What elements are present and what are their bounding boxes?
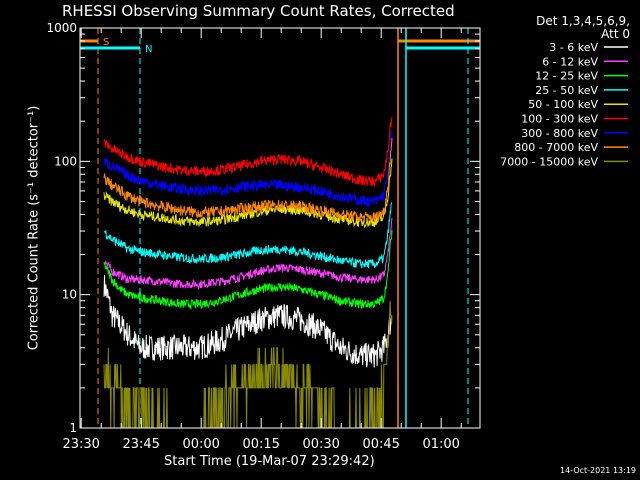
ticks-layer: 1 10 100 1000 23:30 23:45 00:00 00:15 00:30 00:45… bbox=[46, 21, 480, 452]
x-tick-label: 23:30 bbox=[62, 437, 99, 452]
series-line-25-50-kev bbox=[103, 202, 393, 269]
x-axis-label: Start Time (19-Mar-07 23:29:42) bbox=[164, 454, 375, 469]
y-tick-label: 10 bbox=[62, 288, 77, 302]
series-line-50-100-kev bbox=[103, 158, 393, 229]
legend-header-line2: Att 0 bbox=[601, 27, 630, 41]
y-tick-label: 1 bbox=[69, 421, 77, 435]
flag-label-n: N bbox=[145, 44, 152, 55]
y-axis-label: Corrected Count Rate (s⁻¹ detector⁻¹) bbox=[26, 105, 42, 351]
y-tick-label: 100 bbox=[54, 154, 77, 168]
x-tick-label: 00:15 bbox=[242, 437, 279, 452]
legend-label: 3 - 6 keV bbox=[549, 41, 598, 54]
x-tick-label: 00:00 bbox=[182, 437, 219, 452]
legend-header-line1: Det 1,3,4,5,6,9, bbox=[536, 14, 630, 28]
x-tick-label: 01:00 bbox=[422, 437, 459, 452]
plot-frame bbox=[79, 27, 481, 429]
flags-layer: SN bbox=[80, 28, 480, 428]
timestamp-footer: 14-Oct-2021 13:19 bbox=[560, 466, 636, 475]
legend-label: 7000 - 15000 keV bbox=[500, 155, 598, 168]
x-tick-label: 23:45 bbox=[122, 437, 159, 452]
series-line-12-25-kev bbox=[103, 230, 393, 310]
series-line-100-300-kev bbox=[103, 116, 393, 187]
series-layer bbox=[103, 116, 393, 429]
flag-label-s: S bbox=[103, 37, 109, 48]
legend-label: 6 - 12 keV bbox=[542, 55, 598, 68]
y-tick-label: 1000 bbox=[46, 21, 77, 35]
legend-label: 12 - 25 keV bbox=[535, 70, 598, 83]
series-line-800-7000-kev bbox=[103, 137, 393, 223]
x-tick-label: 00:45 bbox=[362, 437, 399, 452]
legend-label: 100 - 300 keV bbox=[521, 113, 598, 126]
x-tick-label: 00:30 bbox=[302, 437, 339, 452]
series-line-3-6-kev bbox=[103, 274, 393, 368]
legend-label: 300 - 800 keV bbox=[521, 127, 598, 140]
legend-label: 800 - 7000 keV bbox=[514, 141, 598, 154]
series-line-300-800-kev bbox=[103, 130, 393, 207]
chart-title: RHESSI Observing Summary Count Rates, Co… bbox=[62, 2, 455, 20]
legend-label: 50 - 100 keV bbox=[528, 98, 598, 111]
series-line-6-12-kev bbox=[103, 217, 393, 291]
legend-label: 25 - 50 keV bbox=[535, 84, 598, 97]
